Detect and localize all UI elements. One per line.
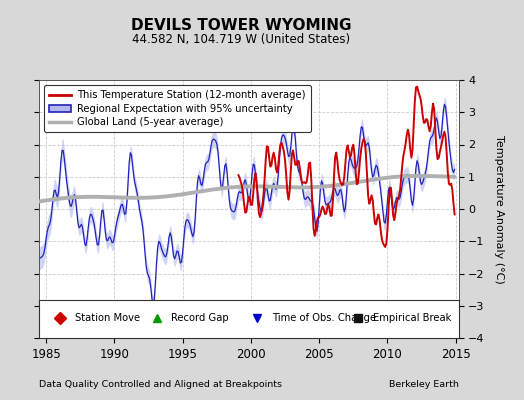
Text: Record Gap: Record Gap: [171, 313, 229, 323]
Text: DEVILS TOWER WYOMING: DEVILS TOWER WYOMING: [131, 18, 351, 33]
Text: 44.582 N, 104.719 W (United States): 44.582 N, 104.719 W (United States): [132, 33, 350, 46]
Legend: This Temperature Station (12-month average), Regional Expectation with 95% uncer: This Temperature Station (12-month avera…: [45, 85, 311, 132]
Text: Time of Obs. Change: Time of Obs. Change: [272, 313, 376, 323]
Text: Berkeley Earth: Berkeley Earth: [389, 380, 458, 389]
Text: Empirical Break: Empirical Break: [373, 313, 451, 323]
Text: Data Quality Controlled and Aligned at Breakpoints: Data Quality Controlled and Aligned at B…: [39, 380, 282, 389]
Text: Station Move: Station Move: [75, 313, 140, 323]
Y-axis label: Temperature Anomaly (°C): Temperature Anomaly (°C): [494, 135, 504, 283]
